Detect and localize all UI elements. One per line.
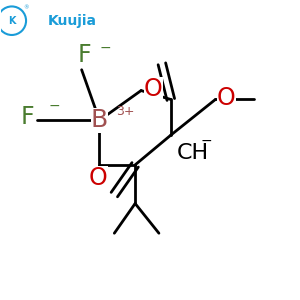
Text: 3+: 3+ — [116, 105, 134, 118]
Text: F: F — [20, 105, 34, 129]
Text: −: − — [100, 41, 111, 55]
Text: O: O — [88, 166, 107, 190]
Text: −: − — [200, 134, 212, 148]
Text: F: F — [78, 43, 92, 67]
Text: O: O — [217, 86, 236, 110]
Text: CH: CH — [177, 142, 209, 163]
Text: K: K — [8, 16, 16, 26]
Text: O: O — [144, 77, 163, 101]
Text: −: − — [49, 98, 61, 112]
Text: B: B — [91, 108, 108, 132]
Text: ®: ® — [23, 6, 29, 11]
Text: Kuujia: Kuujia — [47, 14, 97, 28]
